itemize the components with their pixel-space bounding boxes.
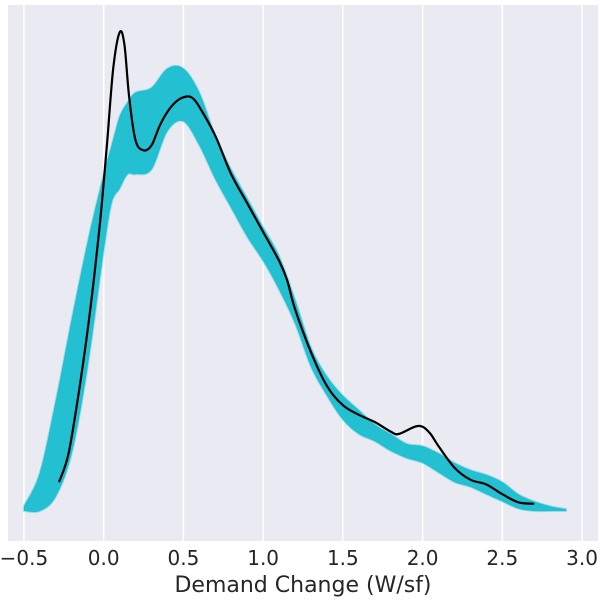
plot-background bbox=[8, 5, 598, 541]
x-tick-label: 3.0 bbox=[566, 546, 598, 570]
x-tick-label: 0.0 bbox=[88, 546, 120, 570]
x-tick-label: 1.5 bbox=[327, 546, 359, 570]
ensemble-band-area bbox=[22, 64, 568, 514]
x-tick-label: −0.5 bbox=[0, 546, 48, 570]
x-tick-label: 2.0 bbox=[407, 546, 439, 570]
x-axis-ticks: −0.5 0.0 0.5 1.0 1.5 2.0 2.5 3.0 bbox=[0, 546, 598, 570]
main-curve bbox=[57, 29, 535, 505]
x-tick-label: 1.0 bbox=[247, 546, 279, 570]
x-axis-label: Demand Change (W/sf) bbox=[174, 573, 431, 598]
x-tick-label: 2.5 bbox=[486, 546, 518, 570]
main-curve-layer bbox=[57, 29, 535, 505]
ensemble-band bbox=[22, 64, 568, 514]
x-tick-label: 0.5 bbox=[167, 546, 199, 570]
